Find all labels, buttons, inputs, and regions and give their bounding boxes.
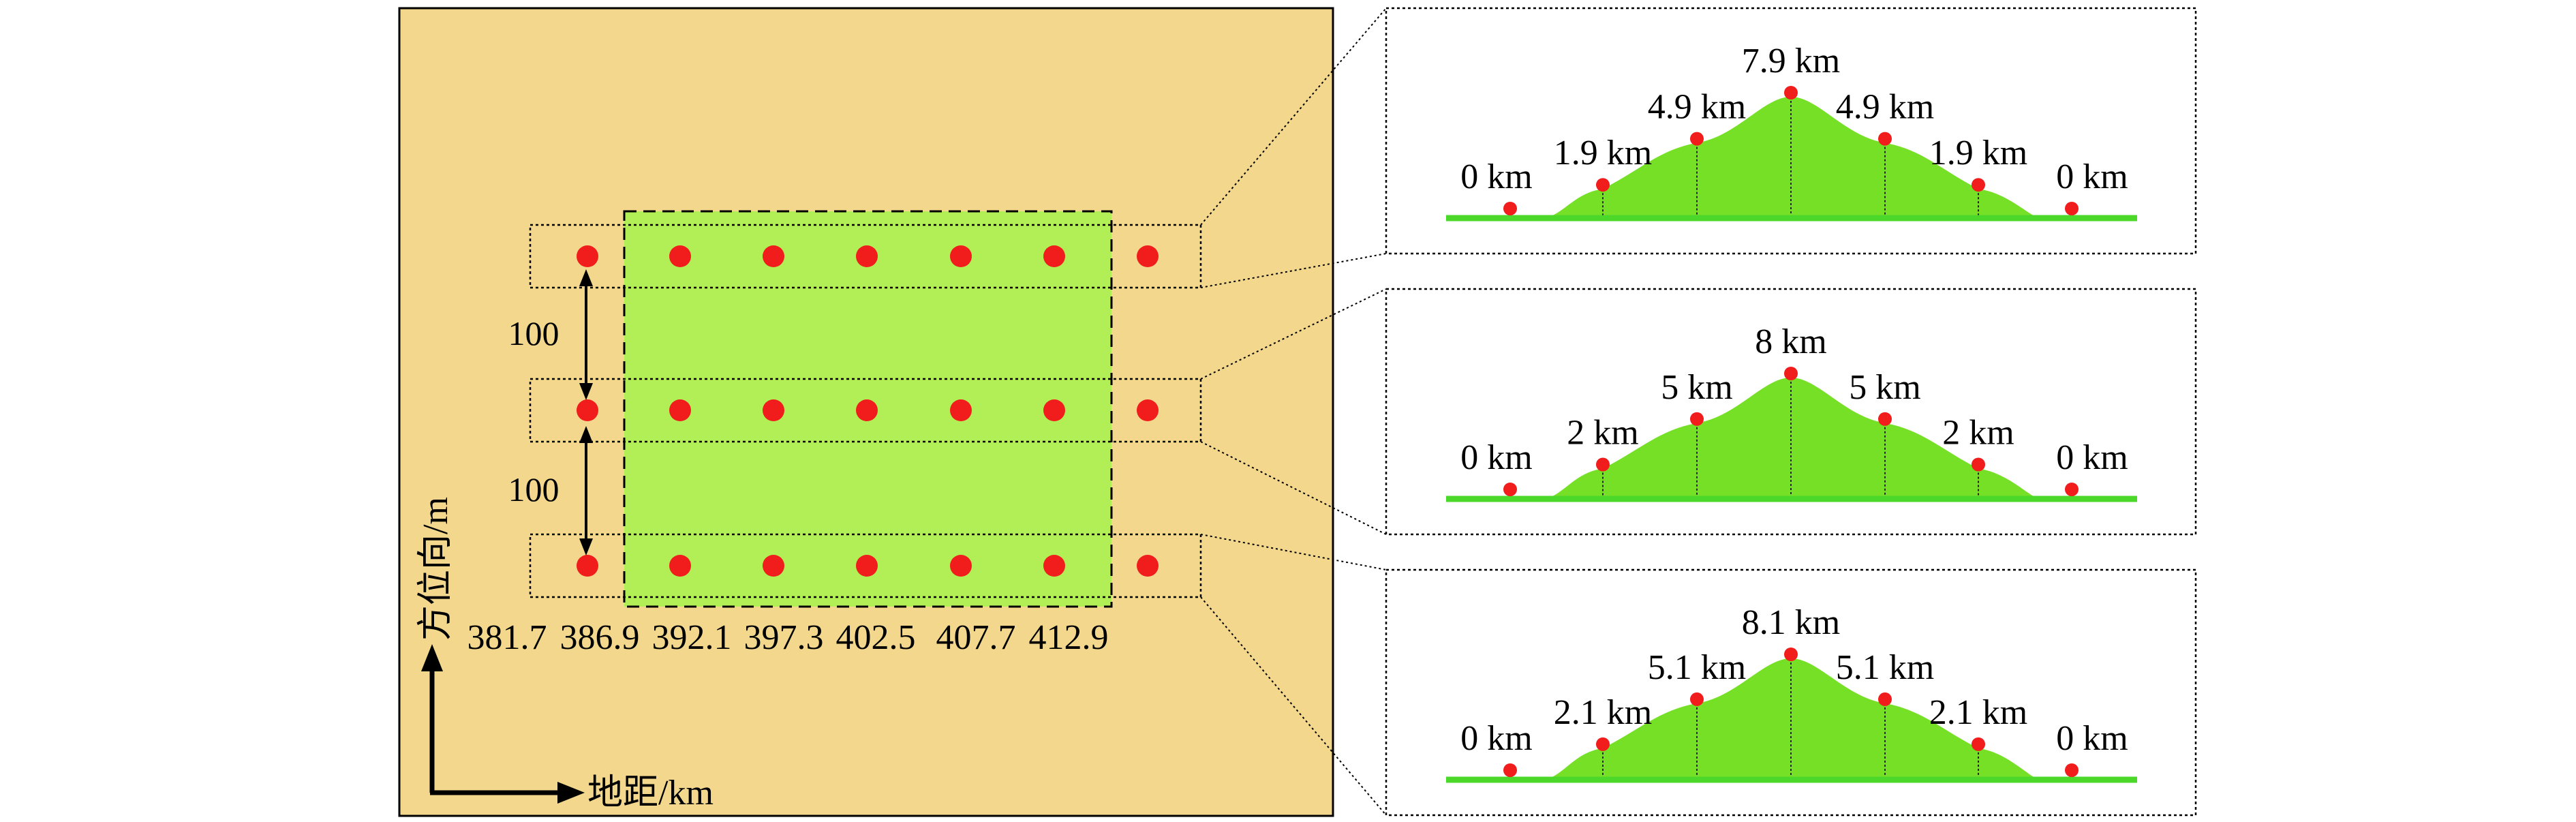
height-label: 5 km (1849, 368, 1920, 407)
profile-panel: 0 km 1.9 km 4.9 km 7.9 km 4.9 km 1.9 km 0 km (1385, 7, 2197, 255)
profile-point (2065, 763, 2079, 777)
spacing-label-top: 100 (508, 314, 559, 352)
profile-point (1972, 178, 1985, 192)
height-label: 0 km (1460, 438, 1532, 477)
profile-point (1503, 202, 1517, 215)
height-label: 5.1 km (1648, 648, 1746, 687)
profile-panel: 0 km 2.1 km 5.1 km 8.1 km 5.1 km 2.1 km 0 km (1385, 568, 2197, 817)
range-tick-label: 397.3 (744, 618, 824, 657)
height-label: 0 km (2056, 438, 2128, 477)
height-label: 1.9 km (1929, 134, 2027, 172)
row-frame (529, 533, 1202, 598)
height-label: 2 km (1567, 414, 1638, 453)
profile-point (1503, 483, 1517, 496)
row-frames (529, 224, 1202, 598)
target-point (950, 399, 972, 421)
height-label: 8.1 km (1742, 603, 1840, 642)
range-tick-label: 407.7 (936, 618, 1016, 657)
range-axis-label: 地距/km (587, 774, 714, 812)
height-label: 0 km (2056, 719, 2128, 758)
profile-point (1596, 457, 1610, 472)
profile-point (1972, 457, 1985, 472)
target-point (763, 245, 784, 267)
target-point (1137, 245, 1159, 267)
azimuth-axis-label: 方位向/m (416, 497, 455, 641)
profile-point (1690, 692, 1704, 706)
height-label: 2.1 km (1929, 693, 2027, 732)
target-point (577, 399, 598, 421)
profile-point (1972, 737, 1985, 751)
zoom-connectors (1200, 7, 1387, 816)
target-points (577, 245, 1159, 577)
range-tick-label: 381.7 (467, 618, 547, 657)
target-point (950, 245, 972, 267)
profile-point (1878, 412, 1892, 426)
height-label: 0 km (2056, 157, 2128, 196)
target-point (856, 555, 878, 577)
target-point (577, 555, 598, 577)
range-tick-label: 412.9 (1029, 618, 1109, 657)
terrain-profile (1541, 378, 2041, 499)
height-label: 0 km (1460, 157, 1532, 196)
profile-point (1784, 648, 1798, 661)
profile-point (1503, 763, 1517, 777)
profile-point (1596, 178, 1610, 192)
target-point (1137, 555, 1159, 577)
height-label: 5 km (1661, 368, 1732, 407)
target-point (763, 399, 784, 421)
terrain-profile (1541, 97, 2041, 218)
target-point (1137, 399, 1159, 421)
range-tick-label: 392.1 (652, 618, 732, 657)
terrain-profile (1541, 658, 2041, 780)
height-label: 2.1 km (1554, 693, 1652, 732)
axis-arrows (421, 644, 585, 804)
height-label: 4.9 km (1648, 88, 1746, 127)
target-point (1043, 399, 1065, 421)
target-point (577, 245, 598, 267)
height-label: 0 km (1460, 719, 1532, 758)
target-point (1043, 555, 1065, 577)
target-point (1043, 245, 1065, 267)
profile-point (1878, 132, 1892, 146)
range-tick-labels: 381.7 386.9 392.1 397.3 402.5 407.7 412.9 (467, 618, 1109, 657)
profile-point (2065, 483, 2079, 496)
height-label: 4.9 km (1836, 88, 1934, 127)
profile-point (1690, 412, 1704, 426)
spacing-arrows (579, 269, 593, 555)
target-point (856, 399, 878, 421)
scene-map: 100 100 381.7 386.9 392.1 397.3 402.5 407.7 41… (398, 7, 1334, 817)
zoom-connector (1200, 288, 1387, 380)
profile-point (1784, 367, 1798, 380)
spacing-label-bottom: 100 (508, 470, 559, 508)
profile-panel: 0 km 2 km 5 km 8 km 5 km 2 km 0 km (1385, 288, 2197, 536)
height-label: 2 km (1942, 414, 2014, 453)
range-tick-label: 386.9 (560, 618, 640, 657)
target-point (669, 245, 691, 267)
target-point (763, 555, 784, 577)
profile-point (2065, 202, 2079, 215)
profile-point (1596, 737, 1610, 751)
profile-point (1690, 132, 1704, 146)
range-tick-label: 402.5 (836, 618, 916, 657)
height-label: 5.1 km (1836, 648, 1934, 687)
row-frame (529, 224, 1202, 289)
profile-point (1784, 86, 1798, 100)
profile-panels: 0 km1.9 km4.9 km7.9 km4.9 km1.9 km0 km0 … (1385, 7, 2197, 817)
target-point (950, 555, 972, 577)
height-label: 1.9 km (1554, 134, 1652, 172)
profile-point (1878, 692, 1892, 706)
zoom-connector (1200, 441, 1387, 535)
height-label: 8 km (1755, 322, 1826, 361)
target-point (669, 399, 691, 421)
height-label: 7.9 km (1742, 42, 1840, 80)
target-point (856, 245, 878, 267)
target-point (669, 555, 691, 577)
row-frame (529, 378, 1202, 443)
